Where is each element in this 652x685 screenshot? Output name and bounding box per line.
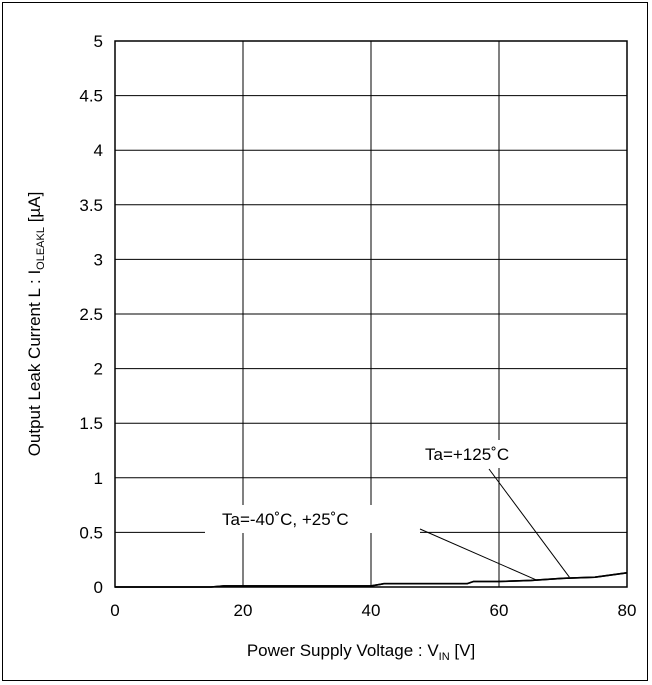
annotation-125-background [420, 440, 548, 468]
y-tick-label: 4.5 [79, 87, 103, 106]
annotation-40-25-label: Ta=-40˚C, +25˚C [222, 510, 349, 529]
y-tick-label: 5 [94, 32, 103, 51]
y-tick-label: 2 [94, 360, 103, 379]
y-tick-label: 3.5 [79, 196, 103, 215]
y-tick-label: 4 [94, 141, 103, 160]
y-tick-label: 0 [94, 578, 103, 597]
y-axis-title: Output Leak Current L : IOLEAKL [µA] [25, 192, 47, 457]
y-axis-title-main: Output Leak Current L : I [25, 270, 44, 456]
x-axis-title-unit: [V] [450, 641, 476, 660]
plot-area [114, 40, 628, 588]
annotation-40-25-leader [419, 528, 538, 581]
x-tick-label: 80 [618, 601, 637, 620]
y-tick-label: 2.5 [79, 305, 103, 324]
x-axis-title-subscript: IN [439, 651, 450, 663]
y-tick-labels: 0 0.5 1 1.5 2 2.5 3 3.5 4 4.5 5 [79, 32, 103, 597]
annotation-125-label: Ta=+125˚C [425, 445, 509, 464]
y-tick-label: 1 [94, 469, 103, 488]
x-tick-label: 0 [110, 601, 119, 620]
y-axis-title-unit: [µA] [25, 192, 44, 227]
x-tick-labels: 0 20 40 60 80 [110, 601, 636, 620]
y-axis-title-subscript: OLEAKL [35, 227, 47, 270]
x-axis-title: Power Supply Voltage : VIN [V] [247, 641, 475, 663]
annotation-40-25-background [205, 505, 420, 533]
x-axis-title-main: Power Supply Voltage : V [247, 641, 440, 660]
y-tick-label: 0.5 [79, 523, 103, 542]
x-tick-label: 20 [234, 601, 253, 620]
y-tick-label: 3 [94, 250, 103, 269]
x-tick-label: 40 [362, 601, 381, 620]
annotation-125-leader [488, 468, 570, 578]
x-tick-label: 60 [490, 601, 509, 620]
annotation-40-25: Ta=-40˚C, +25˚C [205, 505, 538, 581]
y-tick-label: 1.5 [79, 414, 103, 433]
annotation-125: Ta=+125˚C [420, 440, 570, 578]
